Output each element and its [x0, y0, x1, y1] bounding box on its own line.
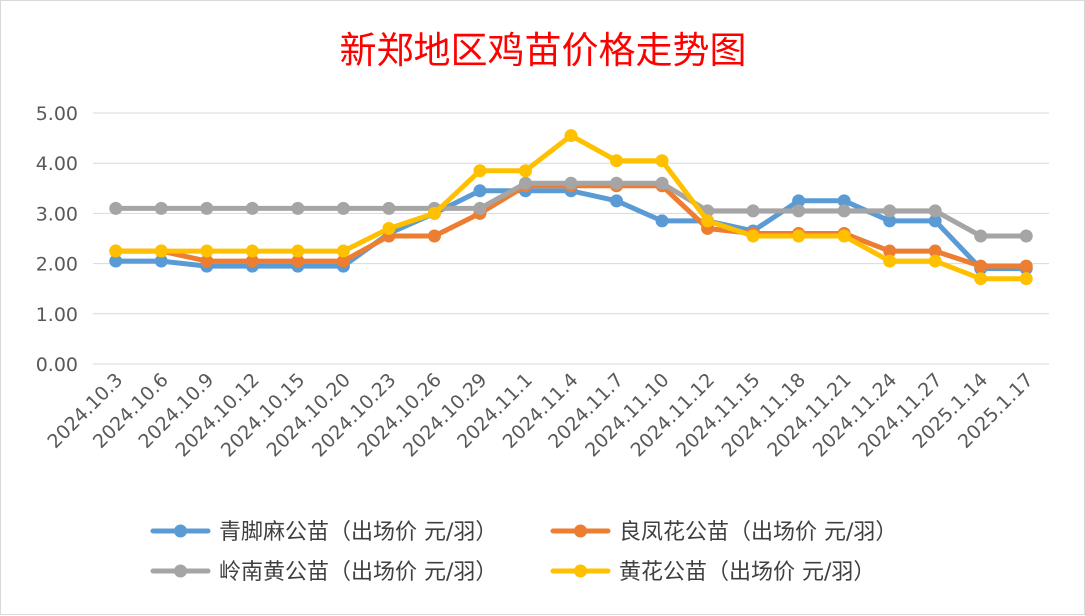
data-point — [200, 254, 214, 268]
data-point — [336, 244, 350, 258]
data-point — [154, 244, 168, 258]
data-point — [564, 176, 578, 190]
legend-item: 黄花公苗（出场价 元/羽） — [550, 560, 875, 585]
legend-label: 黄花公苗（出场价 元/羽） — [619, 560, 875, 585]
data-point — [1019, 229, 1033, 243]
x-axis-ticks: 2024.10.32024.10.62024.10.92024.10.12202… — [43, 369, 1037, 461]
data-point — [792, 194, 806, 208]
chart-title: 新郑地区鸡苗价格走势图 — [340, 29, 747, 72]
data-point — [427, 206, 441, 220]
legend-label: 岭南黄公苗（出场价 元/羽） — [219, 560, 497, 585]
legend-item: 岭南黄公苗（出场价 元/羽） — [150, 560, 497, 585]
data-point — [427, 229, 441, 243]
data-point — [837, 229, 851, 243]
data-point — [655, 214, 669, 228]
y-tick-label: 1.00 — [36, 304, 78, 326]
data-point — [382, 221, 396, 235]
data-point — [746, 229, 760, 243]
data-point — [928, 204, 942, 218]
data-point — [245, 254, 259, 268]
data-point — [154, 201, 168, 215]
data-point — [291, 201, 305, 215]
data-point — [109, 201, 123, 215]
data-point — [655, 176, 669, 190]
data-point — [200, 201, 214, 215]
data-point — [610, 194, 624, 208]
data-point — [974, 272, 988, 286]
data-point — [746, 204, 760, 218]
legend-label: 良凤花公苗（出场价 元/羽） — [619, 520, 897, 545]
data-point — [518, 176, 532, 190]
data-point — [109, 254, 123, 268]
data-point — [1019, 272, 1033, 286]
data-point — [200, 244, 214, 258]
data-point — [610, 154, 624, 168]
data-point — [245, 201, 259, 215]
data-point — [837, 204, 851, 218]
legend-marker — [574, 564, 587, 578]
y-tick-label: 4.00 — [36, 153, 78, 175]
data-point — [792, 229, 806, 243]
data-point — [883, 204, 897, 218]
data-point — [518, 164, 532, 178]
data-point — [655, 154, 669, 168]
data-point — [974, 259, 988, 273]
data-point — [974, 229, 988, 243]
data-point — [336, 201, 350, 215]
legend-label: 青脚麻公苗（出场价 元/羽） — [219, 520, 497, 545]
y-tick-label: 3.00 — [36, 203, 78, 225]
legend-item: 良凤花公苗（出场价 元/羽） — [550, 520, 897, 545]
gridlines — [93, 112, 1049, 365]
y-tick-label: 5.00 — [36, 103, 78, 125]
data-point — [928, 254, 942, 268]
data-point — [928, 214, 942, 228]
data-point — [291, 244, 305, 258]
data-point — [883, 214, 897, 228]
data-point — [883, 244, 897, 258]
data-point — [564, 129, 578, 143]
data-point — [610, 176, 624, 190]
data-point — [245, 244, 259, 258]
series-4 — [109, 129, 1033, 286]
data-point — [701, 214, 715, 228]
legend-marker — [174, 564, 187, 578]
data-point — [1019, 259, 1033, 273]
data-point — [792, 204, 806, 218]
y-axis-ticks: 0.00 1.00 2.00 3.00 4.00 5.00 — [36, 103, 78, 376]
data-point — [473, 164, 487, 178]
series-lines — [109, 129, 1033, 286]
data-point — [883, 254, 897, 268]
legend: 青脚麻公苗（出场价 元/羽） 良凤花公苗（出场价 元/羽） 岭南黄公苗（出场价 元/… — [150, 520, 897, 585]
data-point — [473, 201, 487, 215]
data-point — [473, 184, 487, 198]
data-point — [291, 254, 305, 268]
y-tick-label: 2.00 — [36, 254, 78, 276]
data-point — [928, 244, 942, 258]
legend-marker — [174, 524, 187, 538]
data-point — [382, 201, 396, 215]
y-tick-label: 0.00 — [36, 354, 78, 376]
legend-item: 青脚麻公苗（出场价 元/羽） — [150, 520, 497, 545]
series-3 — [109, 176, 1033, 243]
data-point — [109, 244, 123, 258]
data-point — [154, 254, 168, 268]
data-point — [336, 254, 350, 268]
legend-marker — [574, 524, 587, 538]
data-point — [837, 194, 851, 208]
